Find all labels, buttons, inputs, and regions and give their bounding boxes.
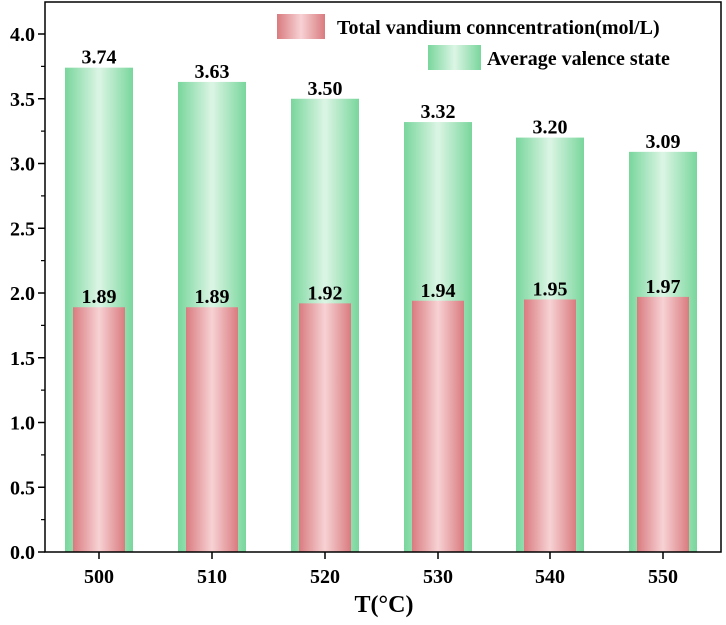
x-tick-label-500: 500 (84, 566, 114, 588)
valence-bars (65, 67, 697, 553)
legend-swatch-concentration (277, 14, 325, 39)
x-tick-label-550: 550 (648, 566, 678, 588)
concentration-bars (73, 296, 689, 552)
bar-concentration-510 (186, 307, 238, 552)
bar-concentration-530 (412, 300, 464, 552)
legend-label-valence: Average valence state (487, 48, 670, 70)
y-tick-label-0.5: 0.5 (10, 477, 35, 499)
plot-frame (44, 1, 722, 553)
data-label-valence-540: 3.20 (533, 117, 568, 139)
y-tick-label-4.0: 4.0 (10, 24, 35, 46)
y-tick-label-3.0: 3.0 (10, 154, 35, 176)
bar-concentration-550 (637, 296, 689, 552)
x-tick-label-540: 540 (535, 566, 565, 588)
data-label-concentration-520: 1.92 (308, 282, 343, 304)
data-label-concentration-550: 1.97 (646, 276, 681, 298)
data-label-concentration-500: 1.89 (82, 286, 117, 308)
data-label-concentration-540: 1.95 (533, 278, 568, 300)
data-label-valence-530: 3.32 (421, 101, 456, 123)
data-label-concentration-530: 1.94 (421, 280, 456, 302)
bar-concentration-540 (524, 299, 576, 552)
data-label-concentration-510: 1.89 (195, 286, 230, 308)
y-tick-label-1.5: 1.5 (10, 348, 35, 370)
y-tick-label-1.0: 1.0 (10, 413, 35, 435)
y-tick-label-2.5: 2.5 (10, 218, 35, 240)
data-label-valence-520: 3.50 (308, 78, 343, 100)
bar-concentration-520 (299, 303, 351, 552)
x-tick-label-510: 510 (197, 566, 227, 588)
data-label-valence-550: 3.09 (646, 131, 681, 153)
x-axis-title: T(°C) (355, 592, 414, 618)
y-tick-label-0.0: 0.0 (10, 542, 35, 564)
y-tick-label-3.5: 3.5 (10, 89, 35, 111)
legend-swatch-valence (428, 45, 481, 70)
bar-concentration-500 (73, 307, 125, 552)
x-tick-label-520: 520 (310, 566, 340, 588)
y-tick-label-2.0: 2.0 (10, 283, 35, 305)
legend-label-concentration: Total vandium conncentration(mol/L) (337, 17, 660, 39)
y-axis: 0.0 0.5 1.0 1.5 2.0 2.5 3.0 3.5 4.0 (10, 24, 45, 564)
data-label-valence-510: 3.63 (195, 61, 230, 83)
data-labels: 3.74 1.89 3.63 1.89 3.50 1.92 3.32 1.94 3.20 1.95… (82, 47, 681, 309)
x-tick-label-530: 530 (423, 566, 453, 588)
data-label-valence-500: 3.74 (82, 47, 117, 69)
x-axis: 500 510 520 530 540 550 (84, 552, 678, 588)
legend: Total vandium conncentration(mol/L) Aver… (277, 14, 670, 70)
